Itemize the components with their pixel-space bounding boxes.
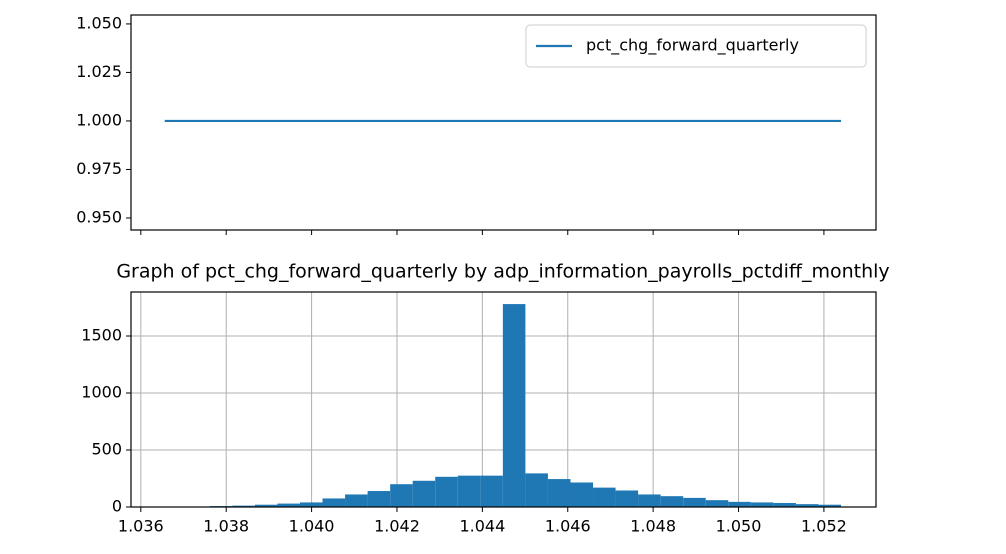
histogram-bar — [818, 504, 841, 507]
chart-title: Graph of pct_chg_forward_quarterly by ad… — [116, 261, 889, 283]
x-tick-label: 1.044 — [459, 517, 505, 536]
y-tick-label: 1500 — [81, 326, 122, 345]
y-tick-label: 1.000 — [76, 110, 122, 129]
histogram-bar — [728, 501, 751, 507]
histogram-bar — [367, 491, 391, 507]
histogram-bar — [547, 479, 571, 507]
x-tick-label: 1.040 — [289, 517, 335, 536]
histogram-bar — [457, 475, 481, 507]
x-tick-label: 1.046 — [545, 517, 591, 536]
legend-box — [525, 24, 867, 68]
y-tick-label: 500 — [91, 440, 122, 459]
x-tick-label: 1.036 — [118, 517, 164, 536]
x-tick-label: 1.052 — [801, 517, 847, 536]
axes-frame — [130, 14, 877, 231]
histogram-bar — [773, 503, 796, 507]
histogram-bar — [570, 482, 594, 507]
x-tick-label: 1.048 — [630, 517, 676, 536]
y-tick-label: 0.950 — [76, 207, 122, 226]
histogram-bar — [435, 476, 458, 507]
histogram-bar — [390, 484, 413, 507]
histogram-bar — [638, 494, 661, 507]
y-tick-label: 1000 — [81, 383, 122, 402]
y-tick-label: 1.050 — [76, 13, 122, 32]
histogram-bar — [322, 498, 346, 507]
x-tick-label: 1.042 — [374, 517, 420, 536]
x-tick-label: 1.050 — [716, 517, 762, 536]
histogram-bar — [593, 487, 616, 507]
histogram-bar — [502, 304, 526, 507]
axes-frame — [130, 291, 877, 508]
legend-label: pct_chg_forward_quarterly — [586, 36, 799, 56]
histogram-bar — [412, 480, 436, 507]
histogram-bar — [615, 490, 639, 507]
histogram-bar — [705, 500, 729, 507]
y-tick-label: 0 — [112, 497, 122, 516]
histogram-bar — [795, 504, 819, 507]
histogram-bar — [345, 494, 368, 507]
histogram-bar — [299, 502, 323, 507]
histogram-bar — [750, 502, 774, 507]
histogram-bar — [277, 503, 300, 507]
y-tick-label: 0.975 — [76, 159, 122, 178]
histogram-bar — [254, 504, 278, 507]
histogram-bar — [232, 505, 255, 507]
histogram-bar — [683, 497, 706, 507]
y-tick-label: 1.025 — [76, 62, 122, 81]
histogram-bar — [480, 475, 503, 507]
x-tick-label: 1.038 — [203, 517, 249, 536]
histogram-bar — [660, 496, 684, 507]
histogram-bar — [525, 473, 548, 507]
